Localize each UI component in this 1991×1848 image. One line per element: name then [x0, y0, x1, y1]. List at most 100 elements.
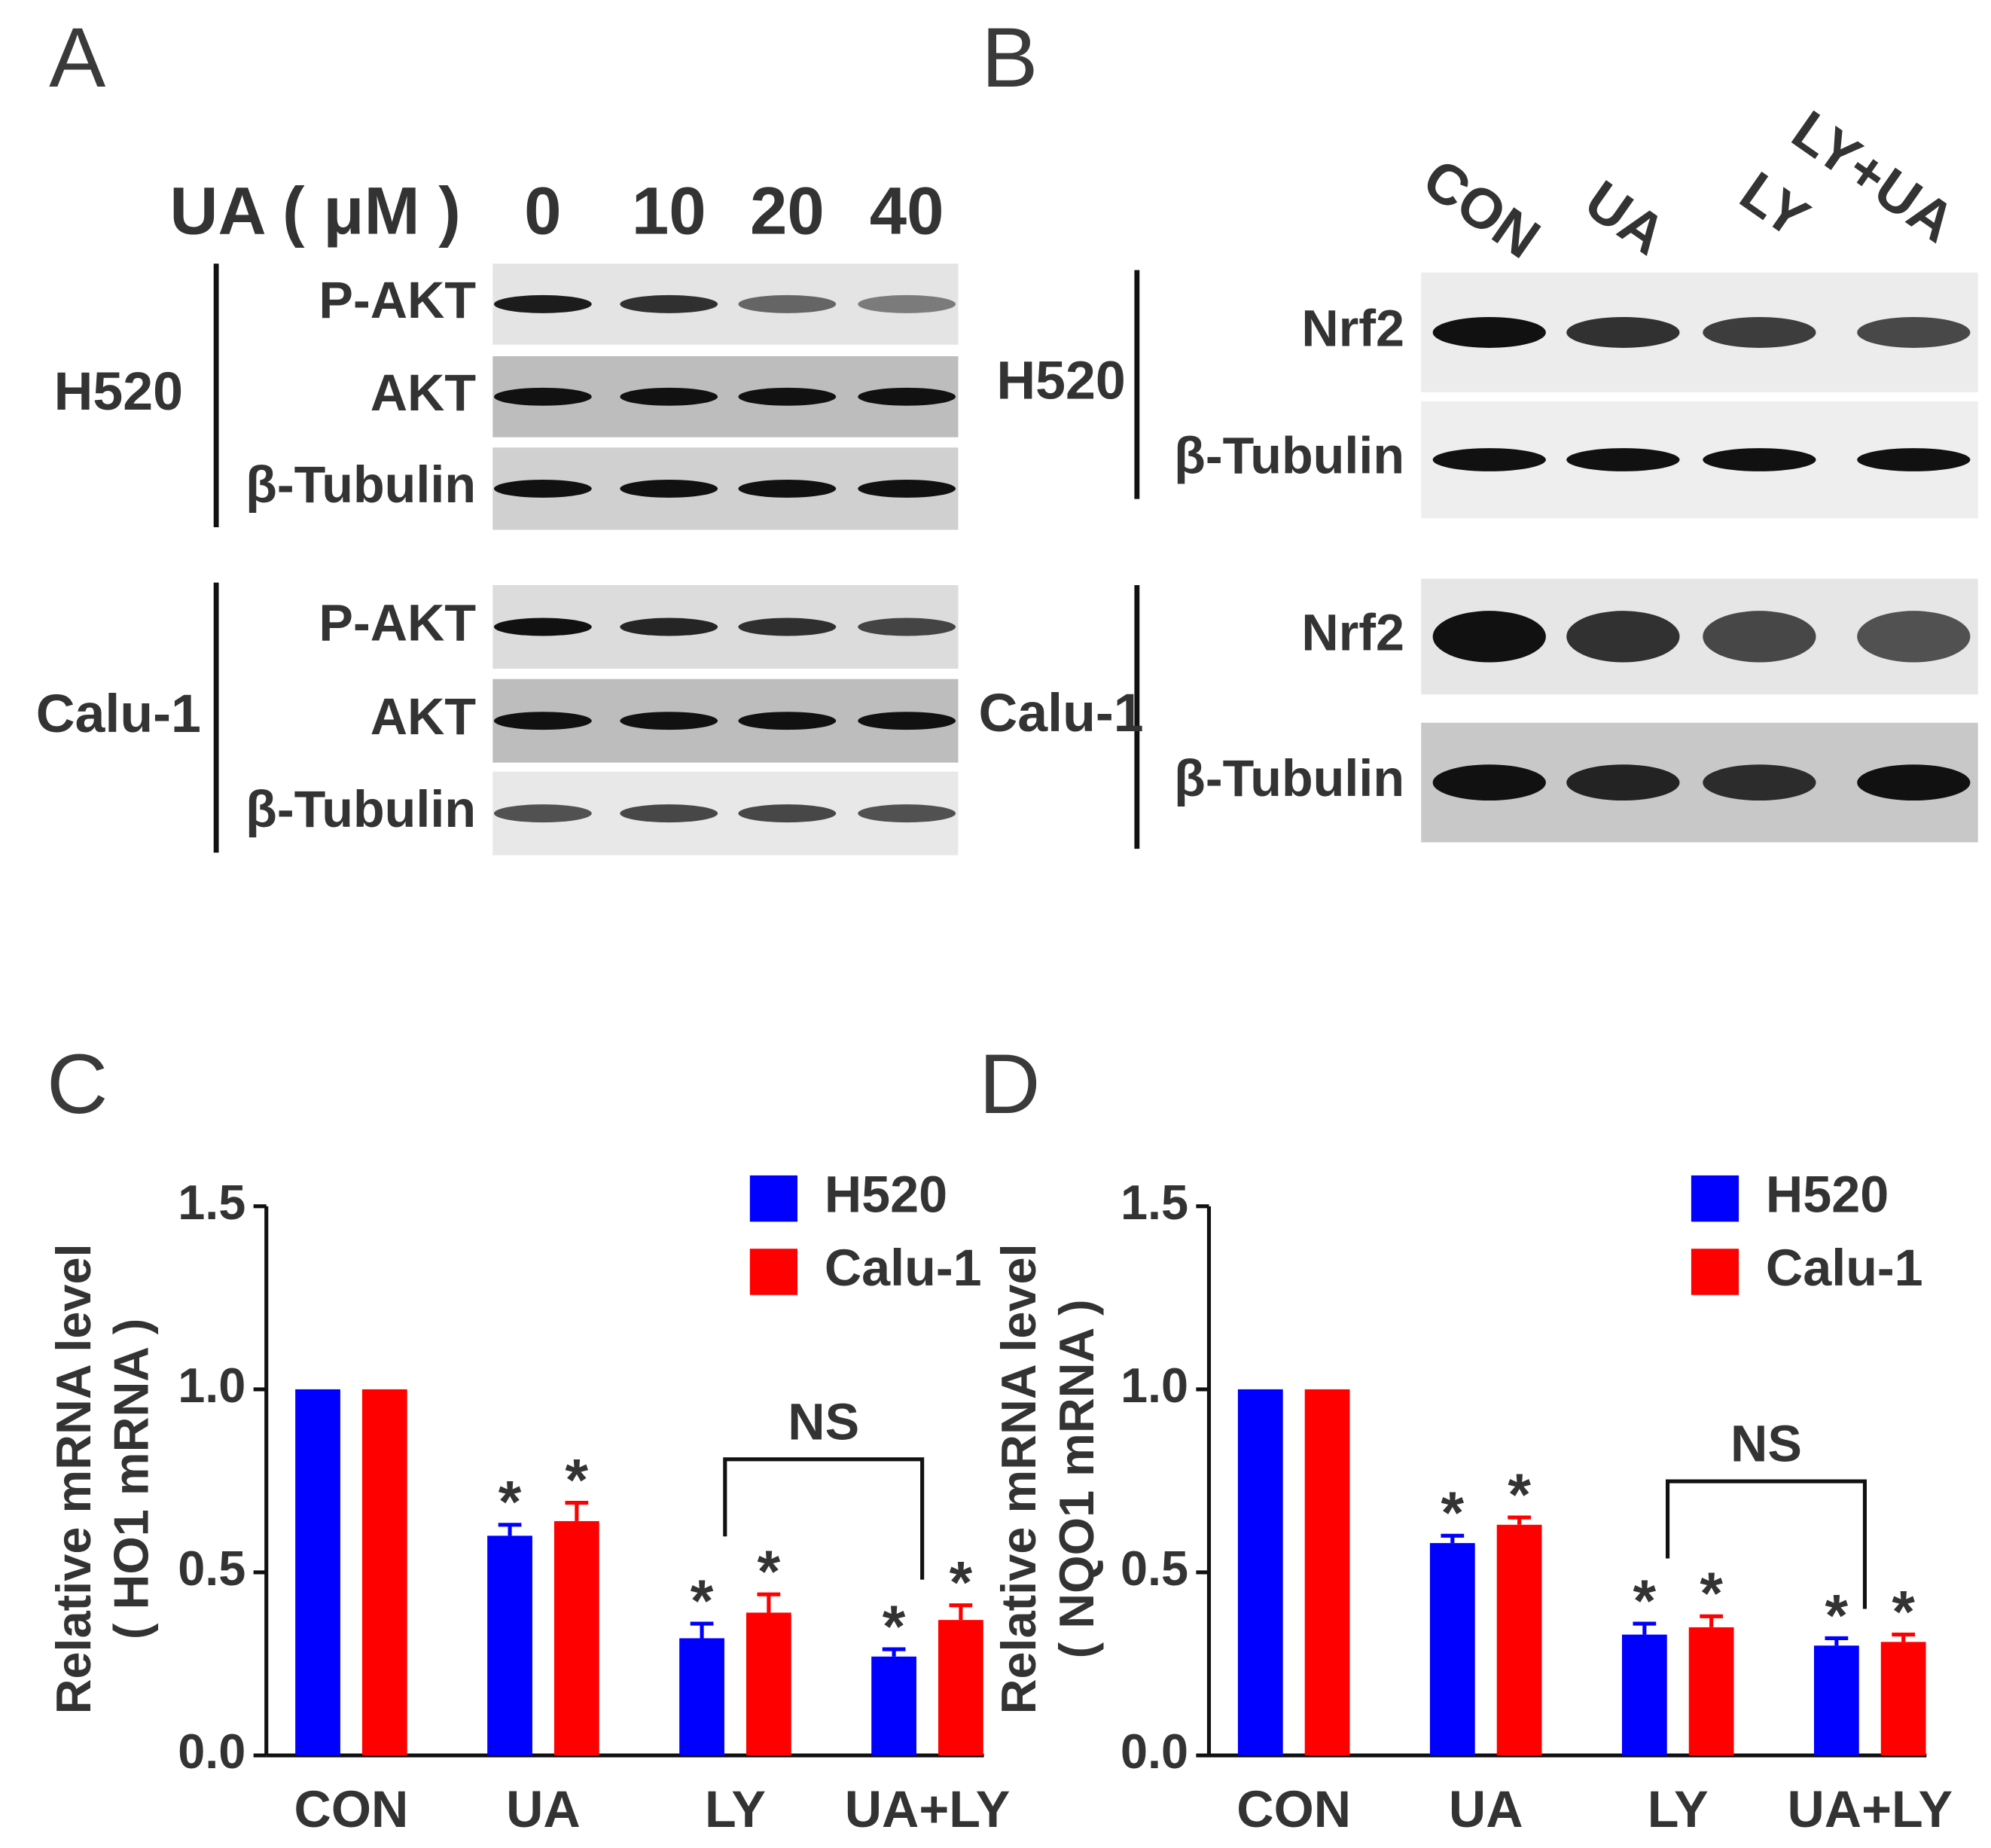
row-label: P-AKT — [319, 272, 476, 329]
blot-band — [1857, 316, 1971, 348]
y-tick-label: 1.5 — [178, 1175, 245, 1230]
blot-band — [738, 618, 837, 636]
panel-label: C — [47, 1036, 108, 1131]
significance-mark: * — [691, 1568, 714, 1634]
significance-mark: * — [566, 1447, 589, 1513]
group-label: H520 — [996, 351, 1125, 411]
row-label: β-Tubulin — [1174, 750, 1404, 807]
significance-bracket — [723, 1457, 925, 1580]
y-axis-label: Relative mRNA level — [46, 1243, 101, 1714]
lane-label: 10 — [632, 173, 706, 248]
row-label: β-Tubulin — [245, 456, 476, 514]
x-tick-label: UA+LY — [1787, 1781, 1953, 1838]
lane-label: 20 — [750, 173, 825, 248]
blot-band — [493, 618, 592, 636]
blot-band — [1703, 448, 1816, 471]
blot-band — [620, 294, 718, 313]
blot-band — [493, 712, 592, 730]
blot-band — [1566, 448, 1680, 471]
lane-label: LY+UA — [1781, 98, 1966, 254]
blot-band — [620, 479, 718, 498]
bar — [679, 1638, 724, 1756]
x-tick-label: UA — [506, 1781, 581, 1838]
blot-band — [858, 294, 956, 313]
bar — [487, 1535, 532, 1756]
lane-label: 40 — [870, 173, 944, 248]
legend-swatch — [749, 1249, 798, 1295]
blot-band — [1432, 316, 1546, 348]
blot-band — [858, 387, 956, 406]
bar — [553, 1520, 599, 1756]
y-axis-label: ( HO1 mRNA ) — [104, 1319, 159, 1640]
blot-band — [1857, 764, 1971, 801]
blot-band — [620, 387, 718, 406]
legend-swatch — [749, 1175, 798, 1222]
significance-mark: * — [499, 1469, 522, 1535]
blot-band — [738, 712, 837, 730]
blot-band — [858, 479, 956, 498]
lane-label: 0 — [524, 173, 561, 248]
y-tick-label: 0.0 — [1121, 1724, 1188, 1779]
blot-band — [738, 479, 837, 498]
blot-band — [738, 804, 837, 823]
significance-mark: * — [1892, 1578, 1915, 1645]
y-tick-label: 0.5 — [178, 1541, 245, 1596]
bar — [871, 1656, 916, 1756]
panel-label: A — [49, 10, 105, 105]
row-label: P-AKT — [319, 595, 476, 652]
y-tick-label: 1.0 — [1121, 1358, 1188, 1413]
y-tick-label: 0.5 — [1121, 1541, 1188, 1596]
blot-band — [1432, 611, 1546, 663]
blot-band — [620, 712, 718, 730]
panel-label: D — [979, 1036, 1040, 1131]
y-axis-label: Relative mRNA level — [991, 1243, 1046, 1714]
x-tick-label: UA+LY — [845, 1781, 1011, 1838]
row-label: Nrf2 — [1301, 604, 1404, 661]
x-tick-label: CON — [1236, 1781, 1351, 1838]
blot-band — [493, 294, 592, 313]
significance-mark: * — [1633, 1568, 1657, 1634]
significance-bracket — [1666, 1479, 1867, 1609]
bar — [1237, 1389, 1283, 1756]
bar — [1621, 1634, 1667, 1756]
x-tick-label: LY — [1648, 1781, 1709, 1838]
x-tick-label: CON — [294, 1781, 409, 1838]
x-tick-label: LY — [705, 1781, 766, 1838]
annotation: NS — [788, 1393, 859, 1450]
blot-band — [1703, 764, 1816, 801]
blot-band — [1566, 316, 1680, 348]
group-label: H520 — [54, 361, 183, 422]
annotation: NS — [1730, 1416, 1802, 1473]
x-tick-label: UA — [1449, 1781, 1523, 1838]
significance-mark: * — [1441, 1480, 1465, 1546]
y-tick-label: 1.5 — [1121, 1175, 1188, 1230]
significance-mark: * — [758, 1538, 781, 1605]
significance-mark: * — [883, 1593, 906, 1660]
legend-label: Calu-1 — [1766, 1240, 1923, 1297]
group-label: Calu-1 — [979, 683, 1144, 743]
blot-band — [620, 804, 718, 823]
blot-band — [858, 712, 956, 730]
blot-band — [1857, 611, 1971, 663]
legend-label: H520 — [825, 1166, 947, 1224]
bar — [1429, 1543, 1475, 1756]
legend-swatch — [1691, 1249, 1739, 1295]
significance-mark: * — [1508, 1462, 1531, 1528]
bar — [295, 1389, 340, 1756]
row-label: β-Tubulin — [245, 781, 476, 838]
row-label: AKT — [370, 364, 476, 422]
blot-band — [1703, 611, 1816, 663]
blot-band — [493, 387, 592, 406]
bar — [1496, 1524, 1542, 1756]
blot-band — [493, 804, 592, 823]
legend-label: Calu-1 — [825, 1240, 982, 1297]
bar — [938, 1620, 983, 1756]
blot-band — [738, 387, 837, 406]
legend-label: H520 — [1766, 1166, 1889, 1224]
blot-band — [858, 804, 956, 823]
blot-band — [620, 618, 718, 636]
y-tick-label: 0.0 — [178, 1724, 245, 1779]
row-label: AKT — [370, 688, 476, 746]
blot-band — [738, 294, 837, 313]
